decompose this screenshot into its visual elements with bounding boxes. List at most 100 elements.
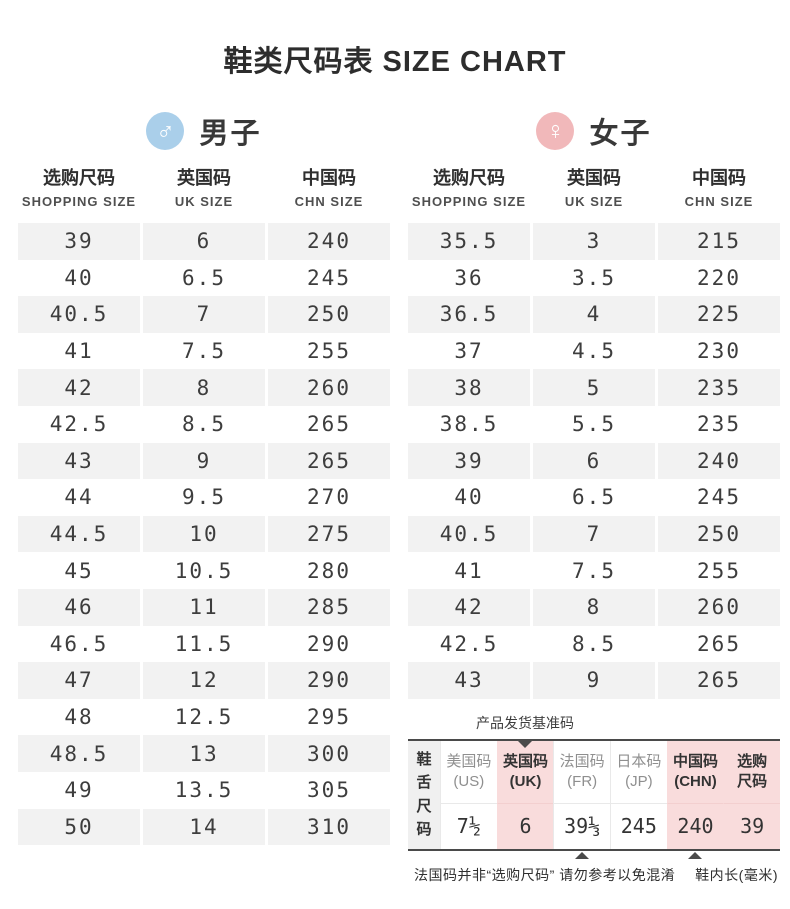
- size-cell: 45: [64, 558, 94, 583]
- size-cell: 41: [454, 558, 484, 583]
- size-cell: 240: [658, 442, 780, 480]
- size-cell: 3: [533, 223, 655, 260]
- size-cell: 44.5: [18, 515, 140, 553]
- column-header-chn-size: 中国码 CHN SIZE: [658, 164, 780, 209]
- column-header-zh: 选购尺码: [433, 168, 505, 188]
- size-cell: 285: [268, 588, 390, 626]
- size-cell: 240: [268, 223, 390, 260]
- column-header-uk-size: 英国码 UK SIZE: [533, 164, 655, 209]
- size-cell: 36.5: [408, 296, 530, 333]
- size-cell: 39: [408, 442, 530, 480]
- men-label: 男子: [199, 118, 262, 150]
- reference-header-chn: 中国码 (CHN): [666, 740, 724, 803]
- reference-table: 鞋舌尺码 美国码 (US) 英国码 (UK) 法国码 (FR) 日本码 (JP): [408, 738, 780, 851]
- reference-header-zh: 日本码: [616, 753, 662, 771]
- size-cell: 270: [307, 485, 351, 510]
- women-header: ♀ 女子: [408, 110, 780, 152]
- size-cell: 280: [307, 558, 351, 583]
- size-cell: 42: [18, 369, 140, 406]
- table-row: 35.5 3 215: [408, 223, 780, 260]
- reference-header-zh: 中国码: [672, 753, 718, 771]
- column-header-zh: 中国码: [692, 168, 746, 188]
- table-row: 36.5 4 225: [408, 296, 780, 333]
- size-cell: 255: [697, 558, 741, 583]
- size-chart-content: ♂ 男子 选购尺码 SHOPPING SIZE 英国码 UK SIZE 中国码 …: [0, 110, 790, 885]
- size-cell: 7: [533, 515, 655, 553]
- size-cell: 11.5: [174, 631, 234, 656]
- size-cell: 13: [143, 735, 265, 772]
- column-header-chn-size: 中国码 CHN SIZE: [268, 164, 390, 209]
- column-header-zh: 选购尺码: [43, 168, 115, 188]
- table-row: 48.5 13 300: [18, 735, 390, 772]
- table-row: 39 6 240: [18, 223, 390, 260]
- table-row: 40 6.5 245: [18, 260, 390, 297]
- size-cell: 10: [143, 515, 265, 553]
- table-row: 48 12.5 295: [18, 699, 390, 736]
- table-row: 42.5 8.5 265: [408, 626, 780, 663]
- size-cell: 4: [533, 296, 655, 333]
- male-icon: ♂: [146, 112, 185, 150]
- reference-header-sub: (JP): [625, 772, 653, 790]
- size-cell: 8: [533, 588, 655, 626]
- size-cell: 12: [143, 662, 265, 699]
- table-row: 46 11 285: [18, 588, 390, 626]
- reference-header-sub: (FR): [567, 772, 598, 790]
- size-cell: 300: [268, 735, 390, 772]
- column-header-zh: 中国码: [302, 168, 356, 188]
- size-cell: 35.5: [408, 223, 530, 260]
- size-cell: 41: [64, 339, 94, 364]
- size-cell: 42: [408, 588, 530, 626]
- size-cell: 50: [18, 808, 140, 846]
- column-header-shopping-size: 选购尺码 SHOPPING SIZE: [18, 164, 140, 209]
- size-cell: 295: [307, 705, 351, 730]
- men-column-headers: 选购尺码 SHOPPING SIZE 英国码 UK SIZE 中国码 CHN S…: [18, 164, 390, 209]
- reference-row-header: 鞋舌尺码: [408, 740, 440, 849]
- table-row: 43 9 265: [18, 442, 390, 480]
- reference-header-uk: 英国码 (UK): [496, 740, 554, 803]
- reference-header-sub: (CHN): [674, 772, 717, 790]
- marker-up-chn-icon: [688, 851, 702, 859]
- men-header: ♂ 男子: [18, 110, 390, 152]
- reference-header-jp: 日本码 (JP): [610, 740, 667, 803]
- column-header-en: UK SIZE: [564, 194, 624, 209]
- reference-header-us: 美国码 (US): [440, 740, 497, 803]
- size-cell: 290: [268, 662, 390, 699]
- size-cell: 9: [143, 442, 265, 480]
- size-cell: 5: [533, 369, 655, 406]
- size-cell: 265: [307, 412, 351, 437]
- reference-value-chn: 240: [666, 802, 724, 849]
- column-header-en: SHOPPING SIZE: [411, 194, 527, 209]
- marker-up-fr-icon: [575, 851, 589, 859]
- women-section: ♀ 女子 选购尺码 SHOPPING SIZE 英国码 UK SIZE 中国码 …: [408, 110, 780, 885]
- size-cell: 47: [18, 662, 140, 699]
- size-cell: 49: [64, 778, 94, 803]
- column-header-zh: 英国码: [567, 168, 621, 188]
- size-cell: 235: [658, 369, 780, 406]
- size-cell: 260: [658, 588, 780, 626]
- table-row: 37 4.5 230: [408, 333, 780, 370]
- women-size-table: 35.5 3 215 36 3.5 220 36.5 4 225 37 4.5 230 38 5 235 38…: [408, 223, 780, 699]
- size-cell: 225: [658, 296, 780, 333]
- table-row: 46.5 11.5 290: [18, 626, 390, 663]
- size-cell: 40.5: [18, 296, 140, 333]
- size-cell: 275: [268, 515, 390, 553]
- size-cell: 215: [658, 223, 780, 260]
- reference-header-zh: 选购: [737, 753, 768, 771]
- column-header-en: CHN SIZE: [684, 194, 754, 209]
- column-header-en: UK SIZE: [174, 194, 234, 209]
- size-cell: 220: [697, 265, 741, 290]
- size-cell: 44: [64, 485, 94, 510]
- table-row: 40 6.5 245: [408, 479, 780, 516]
- table-row: 47 12 290: [18, 662, 390, 699]
- table-row: 38.5 5.5 235: [408, 406, 780, 443]
- reference-header-fr: 法国码 (FR): [553, 740, 610, 803]
- size-cell: 46: [18, 588, 140, 626]
- size-cell: 43: [18, 442, 140, 480]
- reference-row-header-text: 鞋舌尺码: [416, 751, 432, 838]
- note-inner-length: 鞋内长(毫米): [695, 866, 778, 883]
- column-header-en: CHN SIZE: [294, 194, 364, 209]
- reference-header-sub: 尺码: [737, 772, 768, 790]
- size-cell: 250: [268, 296, 390, 333]
- size-cell: 7.5: [182, 339, 226, 364]
- size-cell: 48.5: [18, 735, 140, 772]
